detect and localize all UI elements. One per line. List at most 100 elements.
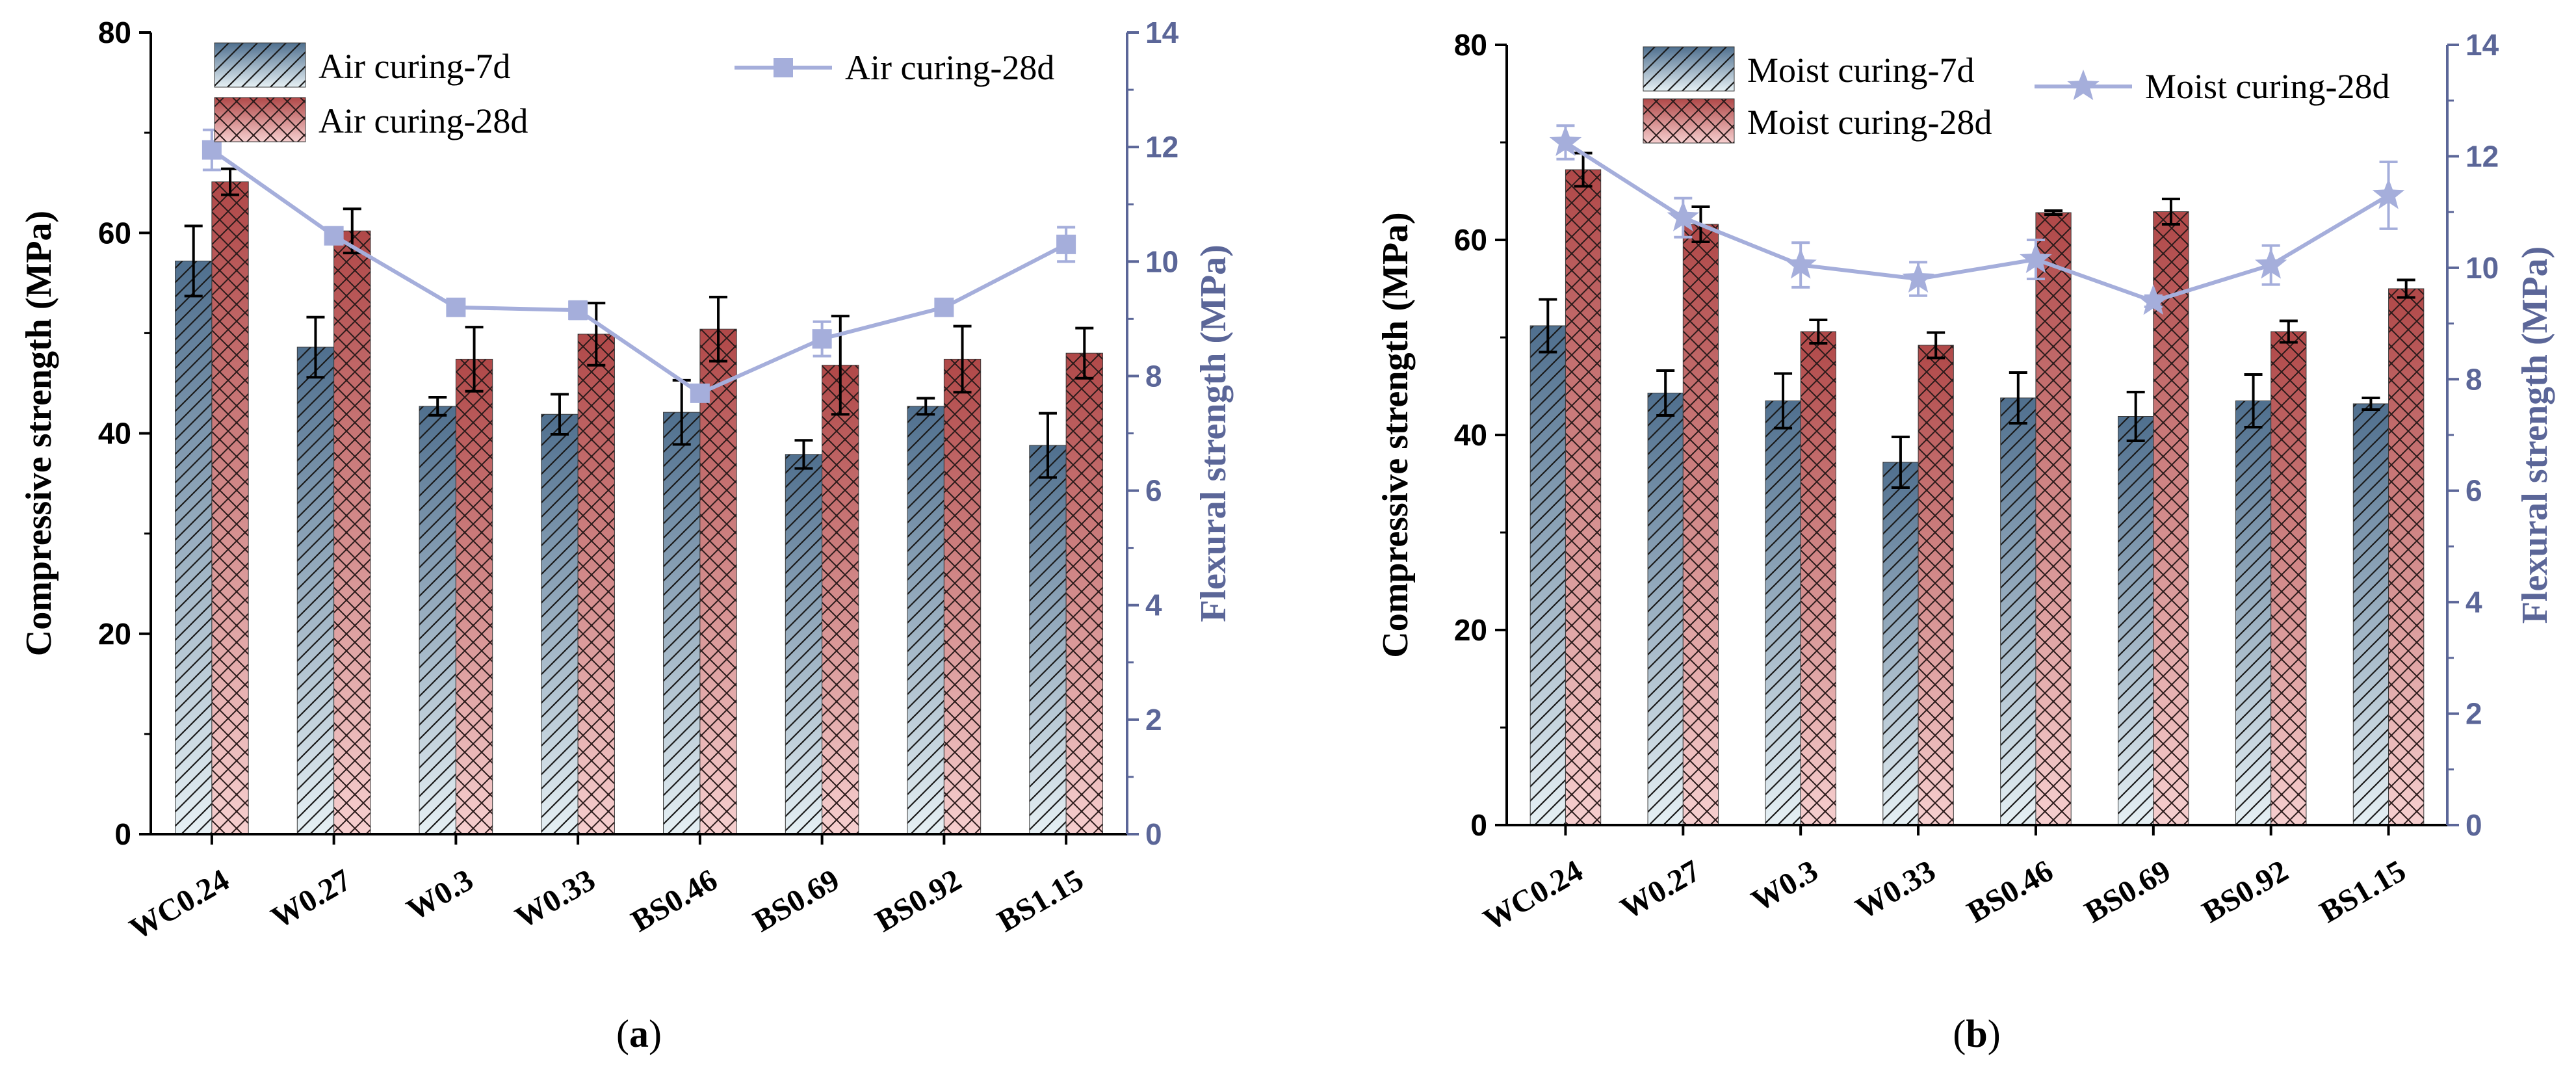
- y2-tick-label: 8: [1145, 359, 1162, 393]
- x-tick-label: WC0.24: [124, 863, 235, 947]
- panel-caption: (a): [616, 1012, 662, 1055]
- y-tick-label: 40: [98, 417, 131, 451]
- x-tick-label: W0.3: [1746, 854, 1824, 919]
- legend-label: Air curing-7d: [319, 47, 510, 86]
- error-bar: [2244, 373, 2263, 428]
- error-bar: [709, 295, 728, 363]
- bar-7d: [1029, 445, 1067, 835]
- y-tick-label: 0: [114, 817, 131, 851]
- error-bar: [1075, 326, 1094, 380]
- y2-tick-label: 6: [1145, 474, 1162, 508]
- error-bar: [2009, 371, 2027, 425]
- bar-7d: [2235, 401, 2272, 826]
- bar-7d: [1647, 393, 1684, 826]
- bar-7d: [175, 260, 213, 835]
- y2-axis-title: Flexural strength (MPa): [2515, 246, 2555, 624]
- error-bar: [953, 324, 972, 394]
- bar-7d: [663, 412, 701, 835]
- x-tick-label: BS1.15: [992, 863, 1089, 939]
- y2-tick-label: 8: [2465, 362, 2482, 396]
- bar-28d: [822, 365, 859, 835]
- error-bar: [428, 396, 447, 417]
- error-bar: [794, 439, 813, 470]
- bar-28d: [699, 328, 737, 835]
- x-tick-label: W0.27: [265, 863, 357, 936]
- y-axis-title: Compressive strength (MPa): [19, 211, 59, 656]
- y2-tick-label: 0: [2465, 808, 2482, 842]
- line-point: [2020, 243, 2052, 273]
- x-tick-label: BS0.92: [870, 863, 967, 939]
- error-bar: [587, 302, 606, 367]
- y-tick-label: 20: [1454, 613, 1487, 647]
- y-tick-label: 80: [98, 16, 131, 49]
- error-bar: [306, 315, 325, 379]
- bar-28d: [333, 230, 371, 835]
- y2-tick-label: 12: [1145, 130, 1178, 164]
- bar-7d: [1529, 325, 1566, 826]
- bar-28d: [1065, 352, 1103, 835]
- y2-axis-title: Flexural strength (MPa): [1193, 244, 1234, 622]
- legend-label: Air curing-28d: [845, 48, 1054, 87]
- bar-group: [175, 167, 1103, 835]
- y2-tick-label: 2: [1145, 703, 1162, 737]
- x-tick-label: BS0.69: [748, 863, 845, 939]
- error-bar: [2126, 391, 2145, 442]
- error-bar: [1656, 369, 1675, 417]
- x-tick-label: BS1.15: [2314, 854, 2412, 930]
- bar-7d: [541, 414, 579, 835]
- line-point: [690, 383, 710, 403]
- bar-7d: [2352, 403, 2389, 826]
- x-tick-label: W0.3: [401, 863, 479, 928]
- legend-swatch: [1643, 46, 1735, 92]
- chart-panel-b: 0 20 40 60 80 0 2 4 6 8 10 12 14 WC0.24 W0.27 W0.3 W0.33…: [1375, 28, 2555, 1055]
- bar-7d: [785, 454, 823, 835]
- bar-28d: [2153, 211, 2189, 826]
- y-tick-label: 40: [1454, 418, 1487, 452]
- line-point: [446, 297, 466, 317]
- legend-swatch: [1643, 98, 1735, 144]
- y-tick-label: 20: [98, 617, 131, 651]
- bar-28d: [1800, 331, 1836, 826]
- line-point: [2137, 284, 2170, 315]
- y-tick-label: 0: [1470, 808, 1487, 842]
- legend-swatch: [214, 97, 306, 142]
- line-point: [1549, 125, 1582, 156]
- chart-panel-a: 0 20 40 60 80 0 2 4 6 8 10 12 14 WC0.24 W0.27 W0.3 W0.33…: [19, 16, 1234, 1055]
- line-point: [1056, 234, 1076, 254]
- y2-tick-label: 0: [1145, 817, 1162, 851]
- y2-tick-label: 10: [1145, 244, 1178, 278]
- bar-7d: [1882, 462, 1919, 826]
- bar-28d: [455, 358, 493, 835]
- y2-tick-label: 14: [2465, 28, 2499, 62]
- y2-tick-label: 12: [2465, 139, 2499, 173]
- legend-swatch: [214, 42, 306, 88]
- bar-28d: [2270, 331, 2307, 826]
- line-point: [934, 297, 954, 317]
- y-tick-label: 60: [1454, 223, 1487, 257]
- legend-line-marker: [774, 58, 793, 77]
- y2-tick-label: 2: [2465, 697, 2482, 731]
- series-line: [1564, 140, 2390, 304]
- x-tick-label: W0.33: [510, 863, 601, 936]
- bar-7d: [2118, 416, 2154, 826]
- error-bar: [1038, 412, 1057, 479]
- bar-28d: [1918, 345, 1954, 826]
- panel-caption: (b): [1953, 1012, 2000, 1055]
- legend-line-marker: [2067, 70, 2100, 100]
- x-tick-label: W0.27: [1615, 854, 1706, 927]
- line-point: [812, 329, 832, 349]
- error-bar: [1774, 372, 1793, 430]
- error-bar: [1809, 319, 1828, 345]
- error-bar: [184, 224, 203, 298]
- y2-tick-label: 4: [2465, 585, 2482, 619]
- line-point: [202, 140, 222, 160]
- bar-28d: [211, 181, 249, 835]
- series-line: [211, 148, 1067, 396]
- bar-7d: [1765, 401, 1801, 826]
- bar-28d: [2035, 212, 2072, 826]
- y2-tick-label: 4: [1145, 588, 1162, 622]
- bar-7d: [907, 406, 944, 835]
- y-axis-title: Compressive strength (MPa): [1375, 212, 1416, 657]
- bar-7d: [296, 347, 335, 835]
- line-point: [2255, 248, 2287, 279]
